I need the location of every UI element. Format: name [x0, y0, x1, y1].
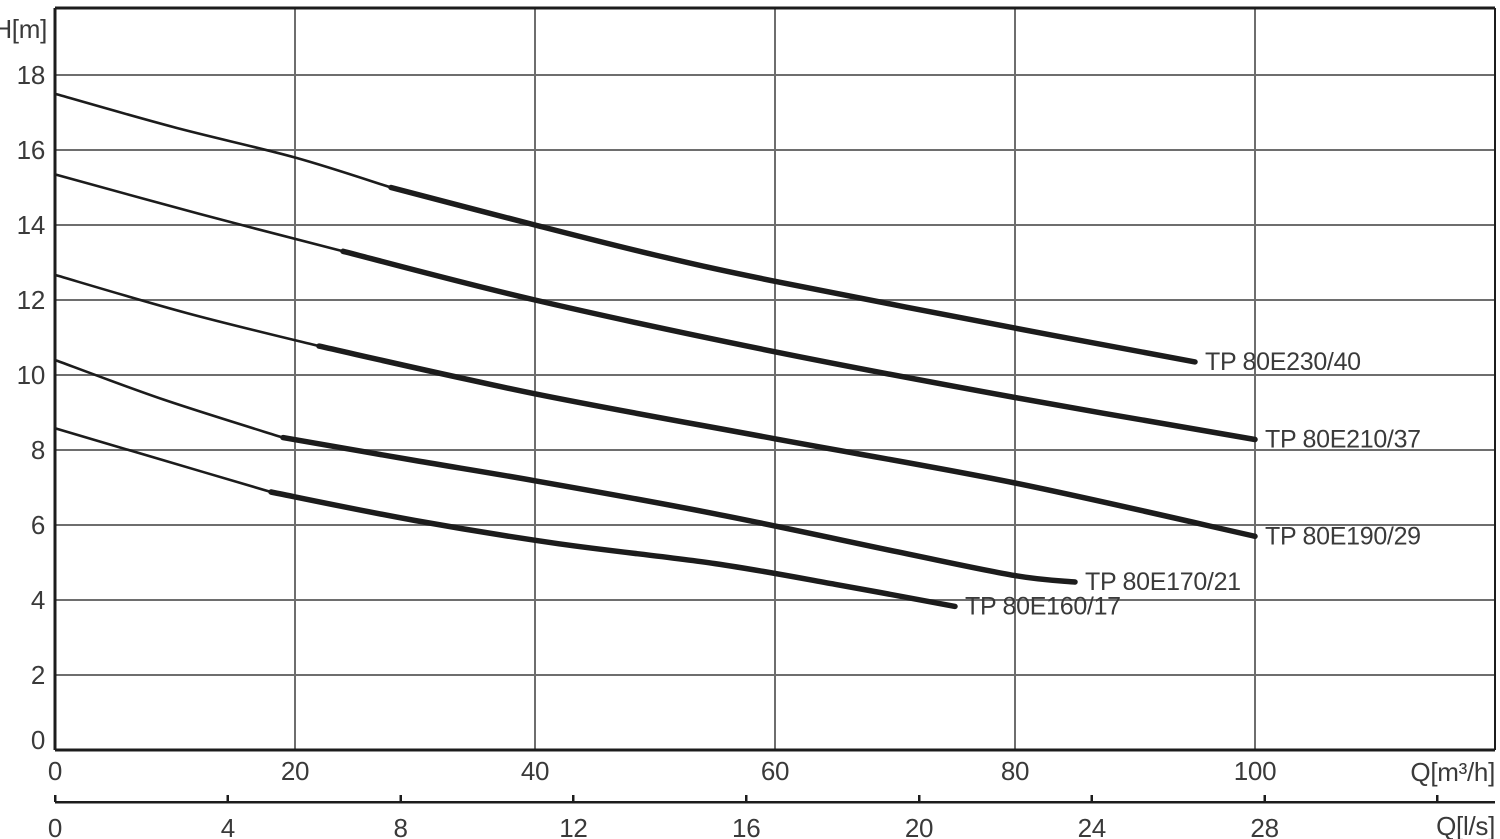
x-tick-label-40: 40 — [521, 756, 549, 786]
y-tick-label-12: 12 — [17, 285, 45, 315]
y-tick-label-2: 2 — [31, 660, 45, 690]
curve-label-tp-80e170-21: TP 80E170/21 — [1085, 568, 1241, 596]
curve-thin-tp-80e170-21 — [53, 358, 285, 439]
curve-thin-tp-80e190-29 — [53, 273, 321, 348]
gridlines — [55, 8, 1495, 750]
plot-frame — [53, 6, 1496, 752]
x2-tick-label-20: 20 — [905, 813, 933, 839]
curve-label-tp-80e230-40: TP 80E230/40 — [1205, 348, 1361, 376]
x-axis-primary: 0 20 40 60 80 100 Q[m³/h] — [48, 756, 1495, 787]
x2-axis-unit-label: Q[l/s] — [1436, 811, 1495, 839]
curve-thin-tp-80e210-37 — [53, 173, 345, 253]
x-tick-label-20: 20 — [281, 756, 309, 786]
curve-thick-tp-80e210-37 — [340, 248, 1258, 443]
x-axis-unit-label: Q[m³/h] — [1410, 757, 1495, 787]
curve-label-tp-80e190-29: TP 80E190/29 — [1265, 522, 1421, 550]
y-tick-label-8: 8 — [31, 435, 45, 465]
x2-tick-label-8: 8 — [394, 813, 408, 839]
curve-thin-tp-80e230-40 — [53, 92, 393, 189]
x-tick-label-60: 60 — [761, 756, 789, 786]
y-tick-label-4: 4 — [31, 585, 45, 615]
x2-tick-label-24: 24 — [1078, 813, 1106, 839]
curve-thick-tp-80e230-40 — [388, 184, 1198, 365]
curve-label-tp-80e160-17: TP 80E160/17 — [965, 592, 1121, 620]
curve-thin-tp-80e160-17 — [53, 427, 273, 494]
y-tick-label-0: 0 — [31, 725, 45, 755]
curve-thick-tp-80e170-21 — [280, 434, 1078, 585]
x-tick-label-100: 100 — [1234, 756, 1276, 786]
x2-tick-label-12: 12 — [559, 813, 587, 839]
pump-curves: TP 80E230/40 TP 80E210/37 TP 80E190/29 TP 8… — [53, 92, 1421, 620]
x2-tick-label-0: 0 — [48, 813, 62, 839]
y-tick-label-6: 6 — [31, 510, 45, 540]
x2-tick-label-16: 16 — [732, 813, 760, 839]
y-axis-unit-label: H[m] — [0, 14, 47, 44]
curve-label-tp-80e210-37: TP 80E210/37 — [1265, 426, 1421, 454]
curve-thick-tp-80e160-17 — [268, 489, 958, 610]
y-tick-label-18: 18 — [17, 60, 45, 90]
x2-tick-label-28: 28 — [1250, 813, 1278, 839]
y-tick-label-10: 10 — [17, 360, 45, 390]
x2-tick-label-4: 4 — [221, 813, 235, 839]
x-tick-label-0: 0 — [48, 756, 62, 786]
x-axis-secondary: 0 4 8 12 16 20 24 28 Q[l/s] — [48, 795, 1495, 839]
y-tick-label-16: 16 — [17, 135, 45, 165]
y-tick-label-14: 14 — [17, 210, 45, 240]
x-tick-label-80: 80 — [1001, 756, 1029, 786]
y-axis: 0 2 4 6 8 10 12 14 16 18 H[m] — [0, 14, 47, 755]
curve-thick-tp-80e190-29 — [316, 343, 1258, 540]
